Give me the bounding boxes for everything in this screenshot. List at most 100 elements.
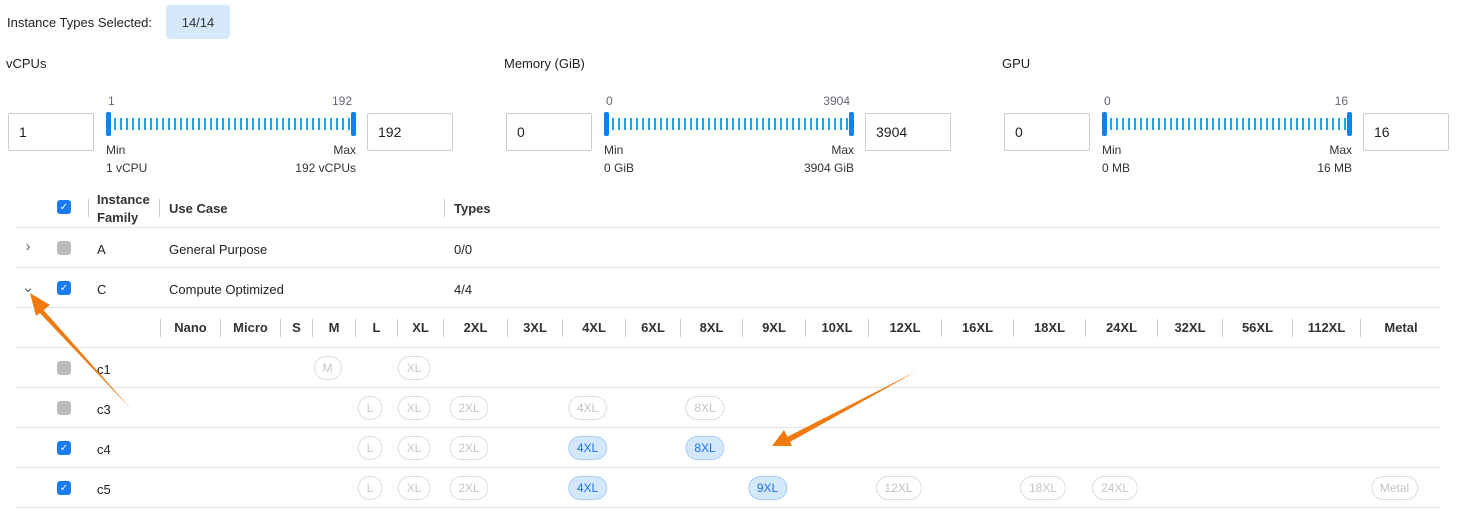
family-name: C xyxy=(97,282,107,297)
filter-title: Memory (GiB) xyxy=(504,56,585,71)
range-slider[interactable] xyxy=(106,112,356,136)
size-chip-xl: XL xyxy=(397,436,431,460)
select-all-checkbox[interactable]: ✓ xyxy=(57,200,71,214)
size-column-header: 112XL xyxy=(1292,319,1360,337)
annotation-arrow-expand xyxy=(30,293,132,410)
subfamily-name: c4 xyxy=(97,442,111,457)
subfamily-checkbox[interactable]: ✓ xyxy=(57,481,71,495)
size-column-header: Nano xyxy=(160,319,220,337)
size-chip-xl: XL xyxy=(397,356,431,380)
size-column-header: 12XL xyxy=(868,319,941,337)
size-chip-4xl[interactable]: 4XL xyxy=(567,436,608,460)
slider-track[interactable] xyxy=(1104,118,1350,130)
size-chip-4xl[interactable]: 4XL xyxy=(567,476,608,500)
max-desc: 3904 GiB xyxy=(803,161,854,175)
tick-max: 192 xyxy=(331,94,352,108)
size-column-header: 56XL xyxy=(1222,319,1292,337)
max-label: Max xyxy=(1329,143,1352,157)
size-chip-xl: XL xyxy=(397,396,431,420)
size-column-header: 16XL xyxy=(941,319,1013,337)
min-desc: 1 vCPU xyxy=(106,161,148,175)
min-desc: 0 MB xyxy=(1102,161,1131,175)
instance-types-selected-badge: 14/14 xyxy=(166,5,230,39)
max-desc: 16 MB xyxy=(1317,161,1352,175)
family-name: A xyxy=(97,242,106,257)
slider-max-handle[interactable] xyxy=(849,112,854,136)
min-label: Min xyxy=(604,143,624,157)
subfamily-name: c1 xyxy=(97,362,111,377)
size-chip-4xl: 4XL xyxy=(567,396,608,420)
size-chip-8xl: 8XL xyxy=(685,396,725,420)
size-chip-12xl: 12XL xyxy=(875,476,922,500)
instance-types-selected-label: Instance Types Selected: xyxy=(7,15,153,30)
max-input[interactable]: 3904 xyxy=(865,113,951,151)
col-header-types: Types xyxy=(454,201,491,216)
size-column-header: S xyxy=(280,319,312,337)
size-chip-8xl[interactable]: 8XL xyxy=(685,436,725,460)
size-column-header: Micro xyxy=(220,319,280,337)
max-input[interactable]: 16 xyxy=(1363,113,1449,151)
subfamily-checkbox[interactable] xyxy=(57,361,71,375)
size-chip-2xl: 2XL xyxy=(449,396,489,420)
size-column-header: 32XL xyxy=(1157,319,1222,337)
size-column-header: XL xyxy=(397,319,443,337)
size-chip-l: L xyxy=(357,436,383,460)
max-input[interactable]: 192 xyxy=(367,113,453,151)
tick-min: 0 xyxy=(1104,94,1111,108)
slider-min-handle[interactable] xyxy=(106,112,111,136)
slider-min-handle[interactable] xyxy=(1102,112,1107,136)
chevron-down-icon[interactable]: ⌄ xyxy=(21,279,35,296)
size-chip-l: L xyxy=(357,396,383,420)
family-checkbox[interactable]: ✓ xyxy=(57,281,71,295)
family-use-case: Compute Optimized xyxy=(169,282,284,297)
slider-track[interactable] xyxy=(108,118,354,130)
size-chip-l: L xyxy=(357,476,383,500)
min-desc: 0 GiB xyxy=(604,161,635,175)
size-chip-xl: XL xyxy=(397,476,431,500)
slider-max-handle[interactable] xyxy=(1347,112,1352,136)
range-slider[interactable] xyxy=(1102,112,1352,136)
size-chip-2xl: 2XL xyxy=(449,476,489,500)
size-chip-m: M xyxy=(313,356,342,380)
size-chip-18xl: 18XL xyxy=(1019,476,1067,500)
tick-min: 1 xyxy=(108,94,115,108)
size-column-header: 9XL xyxy=(742,319,805,337)
size-column-header: 18XL xyxy=(1013,319,1085,337)
min-input[interactable]: 1 xyxy=(8,113,94,151)
subfamily-checkbox[interactable] xyxy=(57,401,71,415)
family-checkbox[interactable] xyxy=(57,241,71,255)
slider-track[interactable] xyxy=(606,118,852,130)
size-column-header: 2XL xyxy=(443,319,507,337)
size-chip-24xl: 24XL xyxy=(1091,476,1139,500)
chevron-right-icon[interactable]: › xyxy=(25,238,31,255)
tick-max: 16 xyxy=(1334,94,1348,108)
size-column-header: 6XL xyxy=(625,319,680,337)
min-input[interactable]: 0 xyxy=(506,113,592,151)
slider-max-handle[interactable] xyxy=(351,112,356,136)
size-column-header: 4XL xyxy=(562,319,625,337)
col-header-use-case: Use Case xyxy=(169,201,228,216)
max-label: Max xyxy=(333,143,356,157)
min-input[interactable]: 0 xyxy=(1004,113,1090,151)
filter-title: vCPUs xyxy=(6,56,47,71)
min-label: Min xyxy=(106,143,126,157)
size-column-header: 3XL xyxy=(507,319,562,337)
size-chip-9xl[interactable]: 9XL xyxy=(747,476,788,500)
subfamily-name: c5 xyxy=(97,482,111,497)
tick-max: 3904 xyxy=(823,94,850,108)
tick-min: 0 xyxy=(606,94,613,108)
col-header-family: Instance Family xyxy=(97,192,150,225)
subfamily-checkbox[interactable]: ✓ xyxy=(57,441,71,455)
annotation-arrow-8xl xyxy=(772,371,917,446)
size-chip-2xl: 2XL xyxy=(449,436,489,460)
slider-min-handle[interactable] xyxy=(604,112,609,136)
range-slider[interactable] xyxy=(604,112,854,136)
filter-title: GPU xyxy=(1002,56,1031,71)
size-column-header: 8XL xyxy=(680,319,742,337)
subfamily-name: c3 xyxy=(97,402,111,417)
family-types-count: 4/4 xyxy=(454,282,473,297)
family-types-count: 0/0 xyxy=(454,242,473,257)
size-chip-metal: Metal xyxy=(1370,476,1419,500)
min-label: Min xyxy=(1102,143,1122,157)
